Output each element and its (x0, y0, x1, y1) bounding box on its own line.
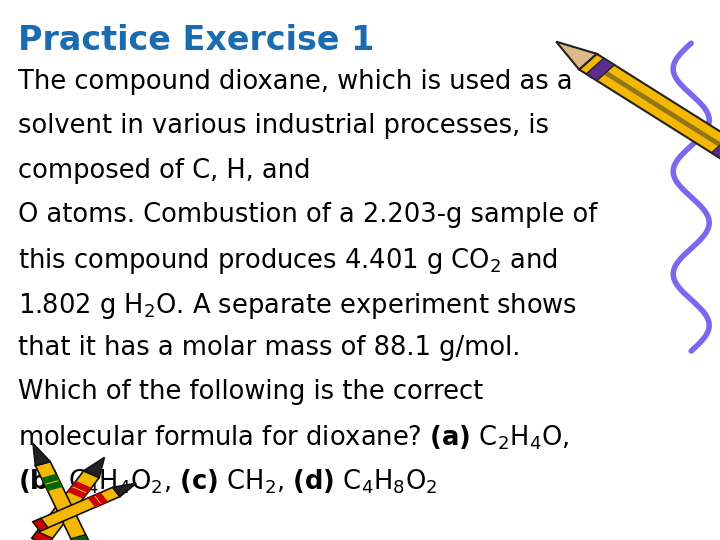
Text: $\mathbf{(b)}$ C$_4$H$_4$O$_2$, $\mathbf{(c)}$ CH$_2$, $\mathbf{(d)}$ C$_4$H$_8$: $\mathbf{(b)}$ C$_4$H$_4$O$_2$, $\mathbf… (18, 468, 438, 496)
Polygon shape (33, 487, 120, 531)
Text: that it has a molar mass of 88.1 g/mol.: that it has a molar mass of 88.1 g/mol. (18, 335, 521, 361)
Polygon shape (32, 471, 99, 540)
Polygon shape (45, 481, 63, 491)
Text: Which of the following is the correct: Which of the following is the correct (18, 379, 483, 405)
Polygon shape (72, 481, 91, 493)
Text: solvent in various industrial processes, is: solvent in various industrial processes,… (18, 113, 549, 139)
Polygon shape (113, 483, 136, 497)
Polygon shape (603, 71, 720, 147)
Text: molecular formula for dioxane? $\mathbf{(a)}$ C$_2$H$_4$O,: molecular formula for dioxane? $\mathbf{… (18, 423, 569, 452)
Polygon shape (41, 474, 59, 484)
Polygon shape (71, 535, 90, 540)
Text: 1.802 g H$_2$O. A separate experiment shows: 1.802 g H$_2$O. A separate experiment sh… (18, 291, 577, 321)
Polygon shape (556, 42, 597, 70)
Polygon shape (579, 54, 720, 160)
Text: composed of C, H, and: composed of C, H, and (18, 158, 310, 184)
Text: this compound produces 4.401 g CO$_2$ and: this compound produces 4.401 g CO$_2$ an… (18, 246, 558, 276)
Polygon shape (586, 58, 614, 80)
Polygon shape (84, 457, 104, 477)
Polygon shape (35, 462, 90, 540)
Text: Practice Exercise 1: Practice Exercise 1 (18, 24, 374, 57)
Polygon shape (32, 531, 53, 540)
Polygon shape (33, 518, 48, 531)
Text: O atoms. Combustion of a 2.203-g sample of: O atoms. Combustion of a 2.203-g sample … (18, 202, 598, 228)
Polygon shape (68, 487, 87, 498)
Polygon shape (95, 492, 108, 504)
Text: The compound dioxane, which is used as a: The compound dioxane, which is used as a (18, 69, 572, 95)
Polygon shape (88, 496, 101, 508)
Polygon shape (33, 443, 50, 465)
Polygon shape (711, 137, 720, 160)
